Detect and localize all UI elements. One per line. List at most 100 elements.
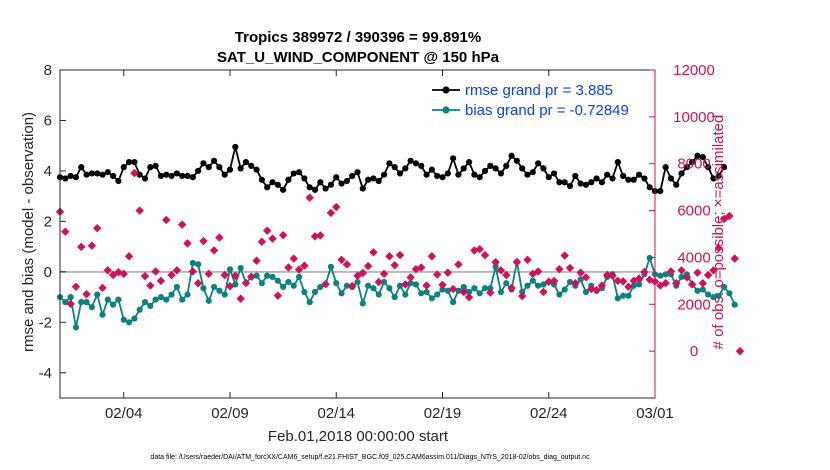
rmse-point xyxy=(343,177,350,185)
x-tick-label: 02/14 xyxy=(317,405,355,422)
obs-count-point xyxy=(576,268,585,277)
rmse-point xyxy=(72,174,80,181)
rmse-point xyxy=(683,164,690,171)
rmse-point xyxy=(705,164,712,171)
bias-point xyxy=(481,285,489,292)
obs-count-point xyxy=(640,267,649,277)
bias-point xyxy=(88,304,95,311)
obs-count-point xyxy=(247,272,256,281)
rmse-point xyxy=(125,158,133,166)
rmse-point xyxy=(274,181,281,188)
rmse-point xyxy=(301,175,308,182)
obs-count-point xyxy=(167,270,176,280)
obs-count-point xyxy=(284,263,293,272)
y-tick-label-left: 2 xyxy=(44,213,52,230)
bias-point xyxy=(460,283,467,291)
obs-count-point xyxy=(448,284,458,294)
rmse-point xyxy=(715,172,722,180)
y-tick-label-left: -2 xyxy=(39,314,52,331)
bias-point xyxy=(630,282,637,289)
rmse-point xyxy=(163,171,170,178)
bias-point xyxy=(157,293,165,301)
bias-point xyxy=(450,299,457,306)
bias-point xyxy=(476,290,483,297)
obs-count-point xyxy=(581,273,591,282)
rmse-point xyxy=(641,175,648,182)
bias-point xyxy=(582,288,590,296)
bias-point xyxy=(434,291,441,298)
rmse-point xyxy=(694,152,701,159)
bias-point xyxy=(200,285,207,292)
obs-count-point xyxy=(730,254,739,263)
obs-count-point xyxy=(677,266,686,275)
obs-count-point xyxy=(571,279,580,288)
obs-count-point xyxy=(183,239,192,248)
bias-point xyxy=(189,259,196,267)
rmse-point xyxy=(295,169,303,176)
bias-point xyxy=(136,306,143,313)
obs-count-point xyxy=(432,270,442,279)
rmse-point xyxy=(131,158,138,166)
y-tick-label-left: 4 xyxy=(44,163,52,180)
rmse-point xyxy=(83,171,90,178)
rmse-point xyxy=(423,171,430,178)
rmse-point xyxy=(67,172,74,180)
bias-point xyxy=(726,290,733,297)
obs-count-point xyxy=(672,279,681,288)
rmse-point xyxy=(179,172,186,180)
obs-count-point xyxy=(491,257,500,267)
obs-count-point xyxy=(634,274,644,283)
rmse-point xyxy=(317,179,324,186)
obs-count-point xyxy=(193,279,203,288)
obs-count-point xyxy=(342,260,352,269)
bias-point xyxy=(274,277,281,284)
obs-count-point xyxy=(693,268,702,277)
bias-point xyxy=(678,273,685,280)
x-tick-label: 02/19 xyxy=(424,405,462,422)
rmse-point xyxy=(513,157,520,164)
y-tick-label-left: 8 xyxy=(44,62,52,79)
bias-point xyxy=(487,285,494,292)
obs-count-point xyxy=(395,250,405,260)
obs-count-point xyxy=(146,281,155,290)
rmse-point xyxy=(333,174,340,181)
rmse-point xyxy=(476,174,483,181)
bias-point xyxy=(99,311,106,318)
rmse-point xyxy=(519,165,526,172)
obs-count-point xyxy=(140,271,150,281)
obs-count-point xyxy=(273,291,283,300)
bias-point xyxy=(152,296,159,303)
obs-count-point xyxy=(130,168,139,178)
rmse-point xyxy=(561,179,568,186)
chart-title: Tropics 389972 / 390396 = 99.891% xyxy=(235,29,481,46)
rmse-point xyxy=(375,177,382,185)
bias-point xyxy=(359,300,366,307)
obs-count-point xyxy=(666,267,676,276)
obs-count-point xyxy=(236,294,245,303)
bias-point xyxy=(492,263,499,270)
bias-point xyxy=(173,283,180,291)
obs-count-point xyxy=(698,279,708,288)
rmse-point xyxy=(402,165,409,172)
rmse-point xyxy=(428,166,435,173)
rmse-point xyxy=(78,164,85,171)
rmse-point xyxy=(455,171,462,178)
bias-point xyxy=(428,295,435,302)
obs-count-point xyxy=(507,283,516,293)
bias-point xyxy=(375,291,382,298)
rmse-point xyxy=(481,167,489,175)
obs-count-point xyxy=(401,280,410,289)
rmse-point xyxy=(141,175,149,182)
obs-count-point xyxy=(555,264,564,274)
bias-point xyxy=(720,283,728,291)
bias-point xyxy=(635,281,643,288)
legend-swatch-marker xyxy=(442,106,450,114)
rmse-point xyxy=(311,186,319,193)
rmse-point xyxy=(99,171,106,178)
obs-count-point xyxy=(252,256,261,265)
legend: rmse grand pr = 3.885 bias grand pr = -0.… xyxy=(432,82,629,119)
bias-point xyxy=(94,291,101,298)
obs-count-point xyxy=(379,269,389,279)
obs-count-point xyxy=(310,232,320,241)
obs-count-point xyxy=(347,281,357,291)
